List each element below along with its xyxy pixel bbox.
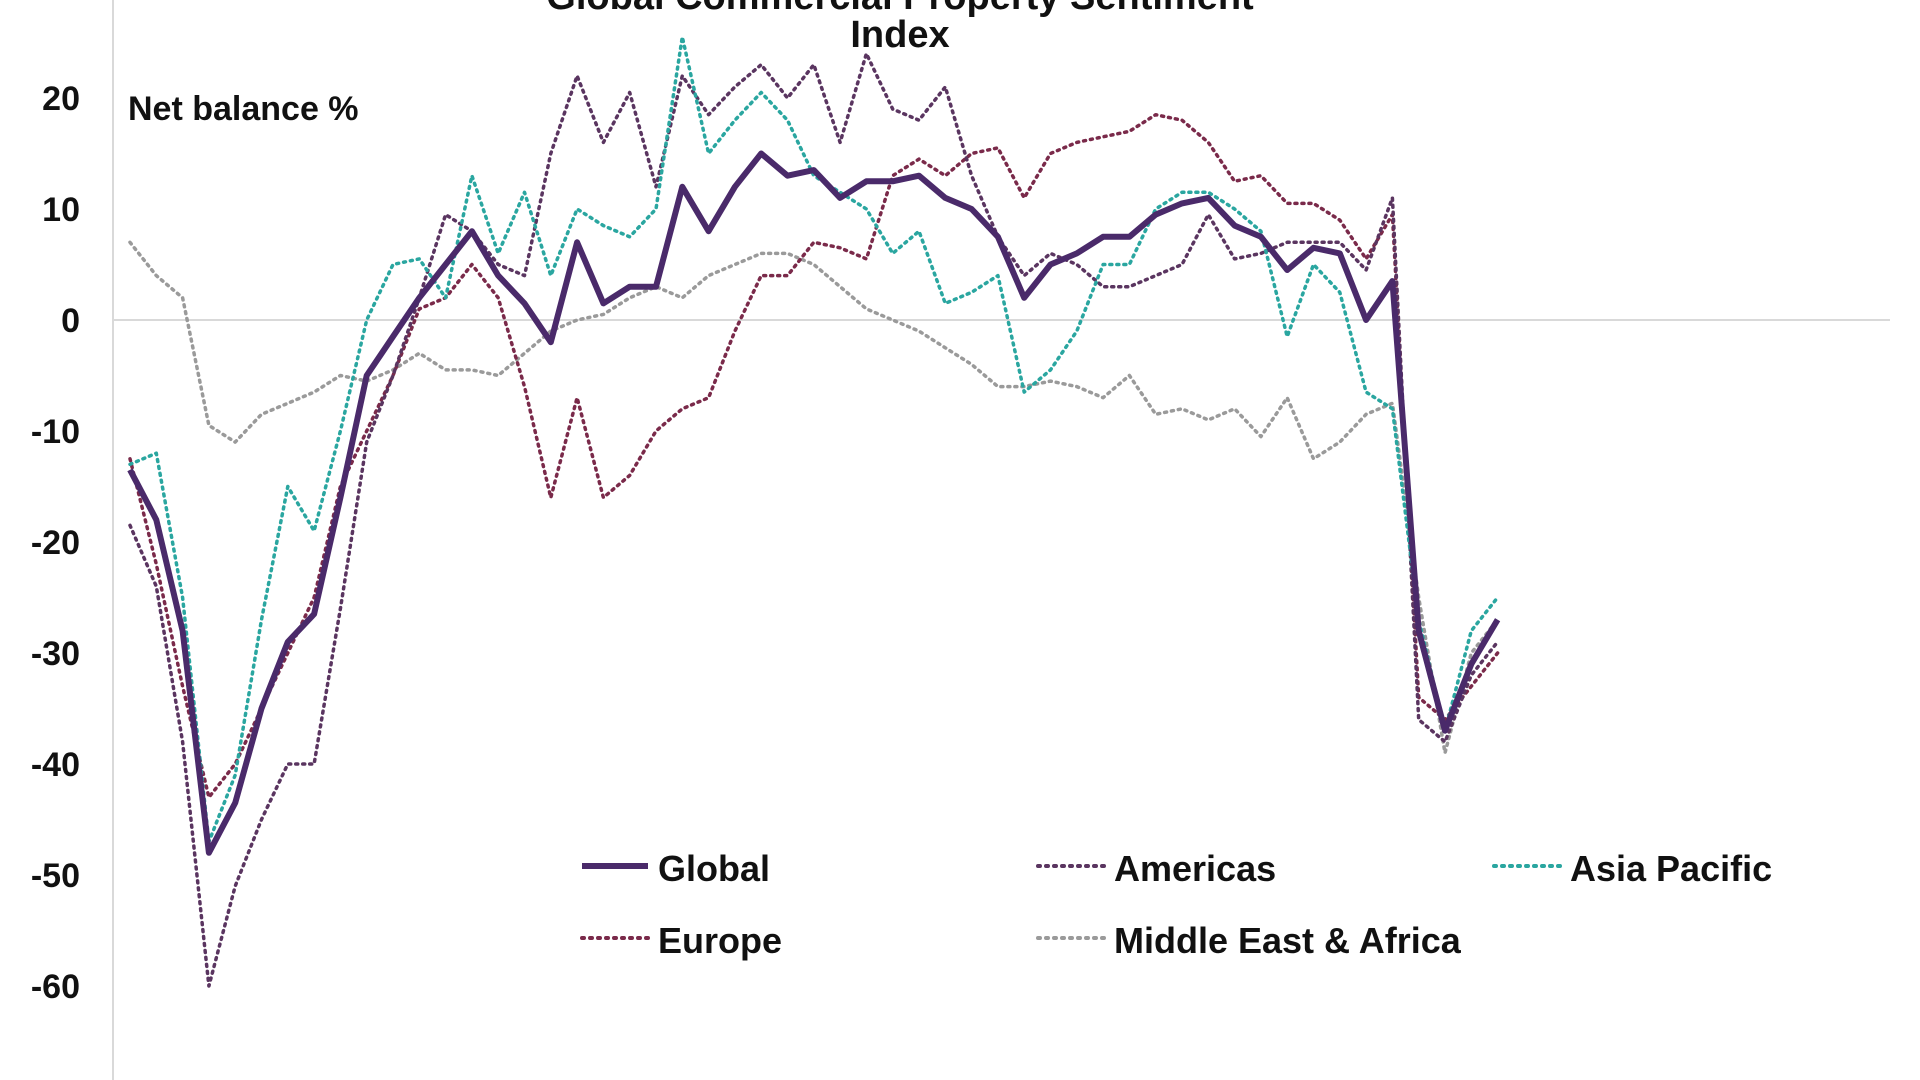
legend-label-global: Global: [658, 848, 771, 889]
legend-swatch-americas: [1036, 864, 1106, 868]
y-tick-label: -50: [31, 857, 80, 895]
y-tick-label: 10: [42, 191, 80, 229]
series-line-global: [127, 150, 1501, 856]
chart-title-partial: Global Commercial Property Sentiment: [0, 0, 1800, 16]
y-tick-label: -60: [31, 968, 80, 1006]
legend-label-americas: Americas: [1114, 848, 1277, 889]
legend-label-middle-east-africa: Middle East & Africa: [1114, 920, 1461, 961]
series-line-asia-pacific: [128, 35, 1500, 844]
y-tick-label: -10: [31, 413, 80, 451]
y-axis-label: Net balance %: [128, 90, 359, 128]
series-line-middle-east-africa: [128, 240, 1500, 755]
legend-swatch-middle-east-africa: [1036, 936, 1106, 940]
y-tick-label: 20: [42, 80, 80, 118]
legend-label-asia-pacific: Asia Pacific: [1570, 848, 1773, 889]
legend-swatch-global: [582, 863, 648, 869]
series-line-europe: [128, 112, 1500, 800]
y-tick-label: -30: [31, 635, 80, 673]
legend-swatch-europe: [580, 936, 650, 940]
legend-swatch-asia-pacific: [1492, 864, 1562, 868]
legend-label-europe: Europe: [658, 920, 783, 961]
series-layer: [127, 35, 1501, 988]
y-tick-label: -40: [31, 746, 80, 784]
chart-title: Index: [850, 14, 950, 56]
y-tick-label: -20: [31, 524, 80, 562]
y-tick-label: 0: [61, 302, 80, 340]
